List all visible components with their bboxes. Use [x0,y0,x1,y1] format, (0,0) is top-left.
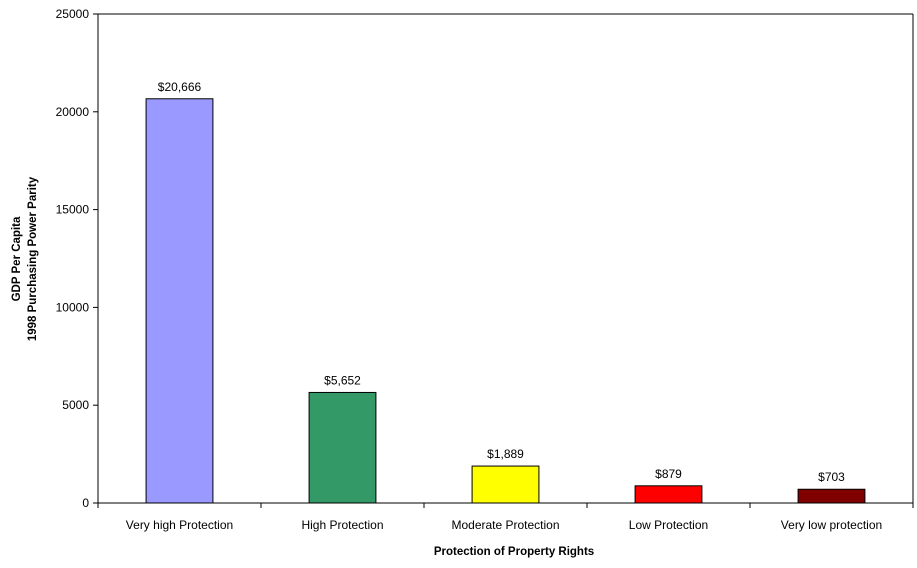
bar [308,391,377,504]
bar [145,98,214,504]
data-label: $1,889 [487,447,524,461]
data-label: $703 [818,470,845,484]
data-label: $879 [655,467,682,481]
y-tick-label: 5000 [62,398,89,412]
y-axis-title: GDP Per Capita 1998 Purchasing Power Par… [11,176,39,341]
y-tick-label: 20000 [56,105,90,119]
x-tick-label: Moderate Protection [451,518,559,532]
y-tick-label: 15000 [56,203,90,217]
y-axis-title-line-1: GDP Per Capita [11,216,23,301]
x-tick-label: Very low protection [781,518,882,532]
bar [634,485,703,504]
bar [797,488,866,504]
x-tick-label: High Protection [301,518,383,532]
x-tick-label: Very high Protection [126,518,233,532]
x-axis-title: Protection of Property Rights [434,546,594,558]
y-tick-label: 0 [82,496,89,510]
y-axis-title-line-2: 1998 Purchasing Power Parity [27,176,39,341]
y-tick-label: 25000 [56,7,90,21]
y-tick-label: 10000 [56,300,90,314]
bar [471,465,540,504]
data-label: $20,666 [158,80,202,94]
data-label: $5,652 [324,373,361,387]
x-tick-label: Low Protection [629,518,708,532]
